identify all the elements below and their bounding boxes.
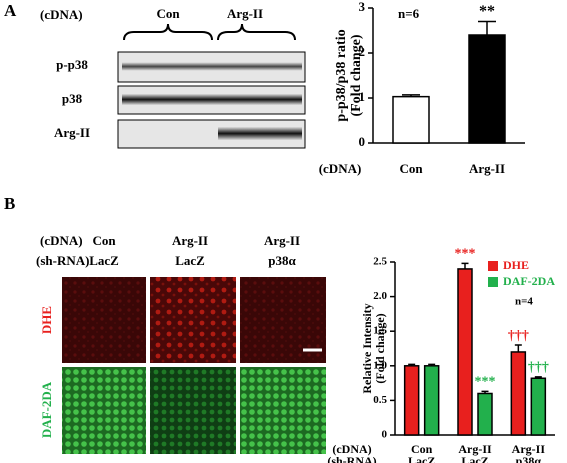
error-bar [514, 344, 522, 352]
error-bar [408, 363, 416, 366]
brace [217, 23, 296, 41]
bar [530, 377, 547, 436]
y-tick-label: 0 [382, 429, 388, 441]
y-axis-label: p-p38/p38 ratio [334, 29, 349, 121]
bar [468, 34, 506, 144]
y-axis-label: (Fold change) [373, 313, 387, 383]
bar [423, 365, 440, 436]
micrograph [62, 277, 146, 363]
significance: ††† [508, 328, 529, 343]
x-axis-label: (cDNA) [319, 161, 362, 176]
band [122, 94, 302, 105]
micrograph [240, 367, 326, 454]
y-tick-label: 0 [359, 134, 366, 149]
x-tick-label: Arg-II [469, 161, 505, 176]
x-tick-label: p38α [516, 454, 542, 463]
bar [392, 95, 430, 144]
y-tick-label: 3 [359, 0, 366, 14]
group-label: Con [156, 6, 180, 21]
bar [510, 351, 527, 436]
legend-label: DHE [503, 258, 529, 272]
x-axis-label: (cDNA) [332, 442, 371, 456]
x-axis-label: (sh-RNA) [327, 454, 376, 463]
bar [403, 365, 420, 436]
row-label: p-p38 [56, 57, 88, 72]
legend-swatch [488, 277, 498, 287]
band [218, 127, 302, 140]
x-tick-label: LacZ [461, 454, 488, 463]
column-label: LacZ [89, 253, 119, 268]
note: n=6 [398, 6, 420, 21]
significance: ** [479, 3, 495, 20]
column-label: Arg-II [264, 233, 300, 248]
x-tick-label: LacZ [408, 454, 435, 463]
row-label: Arg-II [54, 125, 90, 140]
legend-label: DAF-2DA [503, 274, 555, 288]
error-bar [461, 262, 469, 269]
error-bar [428, 363, 436, 366]
y-tick-label: 1.5 [373, 325, 387, 337]
brace [123, 23, 213, 41]
micrograph [62, 367, 146, 454]
error-bar [402, 94, 420, 97]
error-bar [478, 20, 496, 35]
y-tick-label: 2 [359, 44, 366, 59]
column-label: LacZ [175, 253, 205, 268]
x-tick-label: Arg-II [458, 442, 492, 456]
y-tick-label: 1 [359, 89, 366, 104]
bar [477, 392, 493, 436]
cdna-label: (cDNA) [40, 7, 83, 22]
x-tick-label: Con [411, 442, 433, 456]
legend-swatch [488, 261, 498, 271]
significance: ††† [528, 360, 549, 375]
y-tick-label: 2.0 [373, 290, 387, 302]
error-bar [481, 390, 489, 394]
panel-label: B [4, 194, 15, 213]
stain-label: DAF-2DA [39, 381, 54, 438]
y-tick-label: 2.5 [373, 256, 387, 268]
y-axis-label: (Fold change) [349, 34, 364, 116]
error-bar [534, 376, 542, 379]
row-header: (cDNA) [40, 233, 83, 248]
row-header: (sh-RNA) [36, 253, 89, 268]
y-axis-label: Relative Intensity [360, 303, 374, 393]
y-tick-label: 1.0 [373, 359, 387, 371]
x-tick-label: Con [399, 161, 423, 176]
panel-label: A [4, 1, 17, 20]
note: n=4 [515, 296, 533, 308]
micrograph [150, 367, 236, 454]
micrograph [150, 277, 236, 363]
x-tick-label: Arg-II [512, 442, 546, 456]
stain-label: DHE [39, 306, 54, 334]
y-tick-label: 0.5 [373, 394, 387, 406]
row-label: p38 [62, 91, 83, 106]
band [122, 62, 302, 71]
significance: *** [475, 375, 496, 390]
group-label: Arg-II [227, 6, 263, 21]
bar [457, 268, 473, 436]
column-label: Con [92, 233, 116, 248]
column-label: Arg-II [172, 233, 208, 248]
significance: *** [455, 247, 476, 262]
column-label: p38α [268, 253, 296, 268]
